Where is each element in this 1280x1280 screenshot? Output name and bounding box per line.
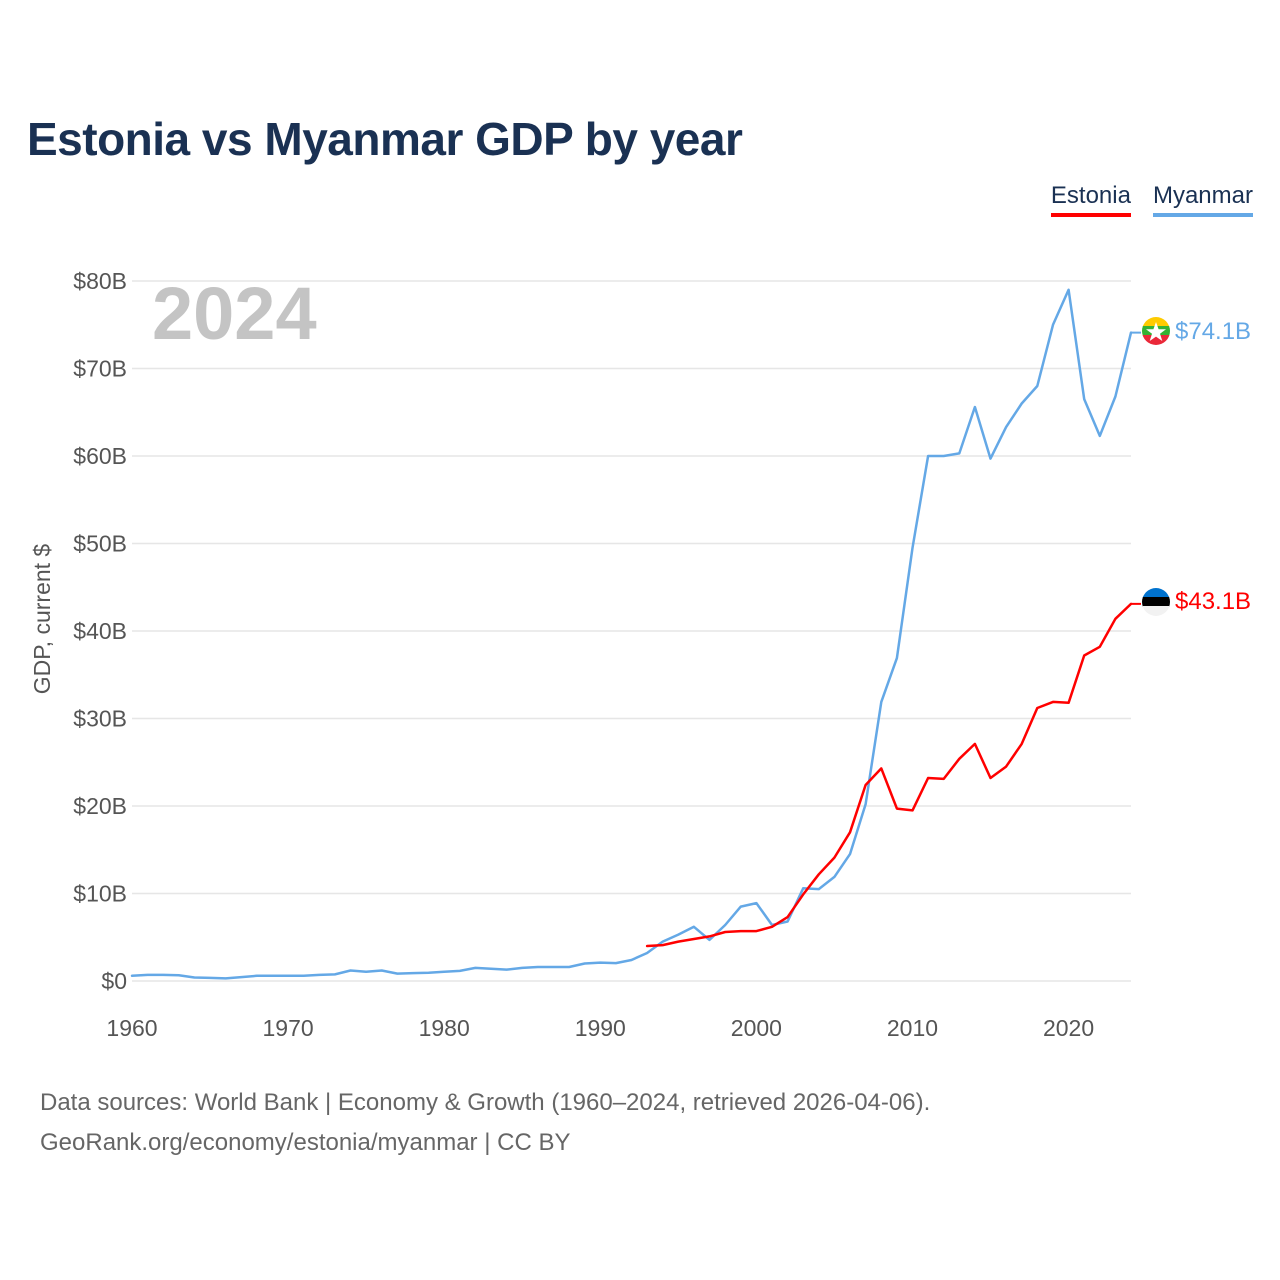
estonia-flag-icon	[1142, 588, 1170, 616]
x-axis: 1960 1970 1980 1990 2000 2010 2020	[106, 1015, 1094, 1041]
legend: Estonia Myanmar	[1050, 182, 1253, 217]
year-watermark: 2024	[152, 272, 317, 355]
myanmar-flag-icon	[1142, 317, 1170, 345]
y-tick-label: $40B	[73, 618, 127, 644]
x-tick-label: 1970	[263, 1015, 314, 1041]
chart-title: Estonia vs Myanmar GDP by year	[27, 113, 743, 165]
x-tick-label: 1990	[575, 1015, 626, 1041]
gridlines	[132, 280, 1131, 982]
footer: Data sources: World Bank | Economy & Gro…	[40, 1083, 930, 1163]
myanmar-end-value: $74.1B	[1175, 318, 1251, 345]
x-tick-label: 2020	[1043, 1015, 1094, 1041]
series-lines	[130, 288, 1141, 980]
y-axis: $0 $10B $20B $30B $40B $50B $60B $70B $80B	[73, 268, 127, 994]
legend-item-estonia[interactable]: Estonia	[1050, 182, 1131, 217]
y-tick-label: $70B	[73, 356, 127, 382]
series-line-estonia	[645, 602, 1133, 948]
x-tick-label: 1980	[419, 1015, 470, 1041]
y-axis-title: GDP, current $	[29, 544, 55, 695]
estonia-end-value: $43.1B	[1175, 588, 1251, 615]
y-tick-label: $50B	[73, 531, 127, 557]
footer-source: Data sources: World Bank | Economy & Gro…	[40, 1089, 931, 1116]
y-tick-label: $0	[101, 968, 127, 994]
footer-link[interactable]: GeoRank.org/economy/estonia/myanmar | CC…	[40, 1129, 571, 1156]
y-tick-label: $60B	[73, 443, 127, 469]
series-line-myanmar	[130, 288, 1133, 980]
legend-item-myanmar[interactable]: Myanmar	[1152, 182, 1253, 217]
x-tick-label: 2010	[887, 1015, 938, 1041]
y-tick-label: $30B	[73, 706, 127, 732]
y-tick-label: $20B	[73, 793, 127, 819]
y-tick-label: $10B	[73, 881, 127, 907]
x-tick-label: 1960	[106, 1015, 157, 1041]
y-tick-label: $80B	[73, 268, 127, 294]
x-tick-label: 2000	[731, 1015, 782, 1041]
